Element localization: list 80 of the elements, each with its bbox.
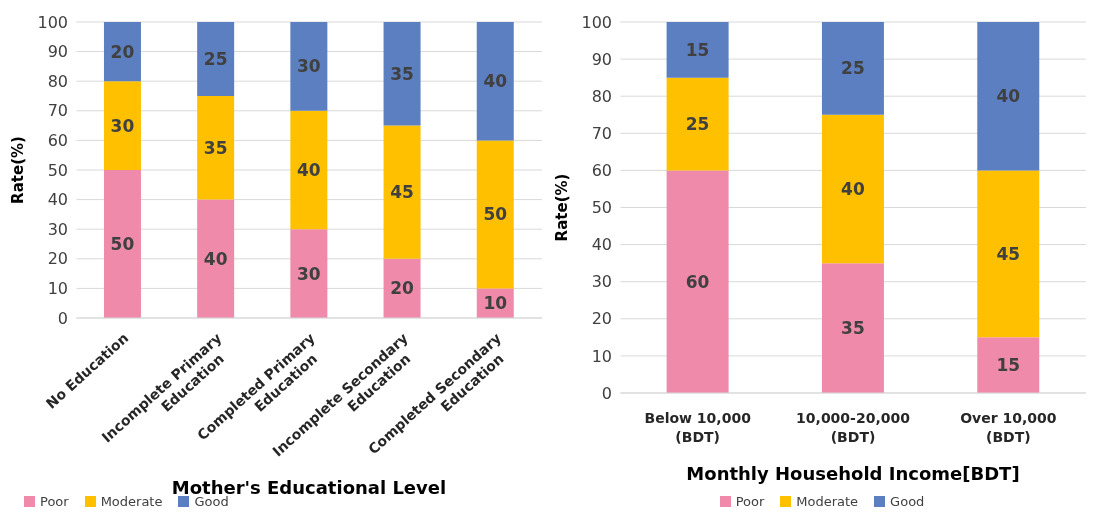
bar xyxy=(103,170,141,318)
data-label: 20 xyxy=(110,41,135,62)
bar xyxy=(666,77,729,171)
bar xyxy=(666,22,729,78)
y-tick-label: 20 xyxy=(47,249,68,269)
data-label: 35 xyxy=(390,63,414,84)
data-label: 40 xyxy=(203,248,228,269)
data-label: 35 xyxy=(841,318,865,339)
legend-label: Moderate xyxy=(796,494,859,509)
bar xyxy=(476,22,514,141)
bar xyxy=(977,337,1040,393)
legend-label: Good xyxy=(890,494,925,509)
y-tick-label: 90 xyxy=(47,42,68,62)
data-label: 60 xyxy=(685,271,710,292)
y-tick-label: 80 xyxy=(47,71,68,91)
bar xyxy=(103,22,141,82)
bar xyxy=(290,22,328,111)
bar xyxy=(103,81,141,170)
y-tick-label: 30 xyxy=(47,219,68,239)
data-label: 30 xyxy=(297,263,321,284)
data-label: 45 xyxy=(390,182,414,203)
bar xyxy=(383,22,421,126)
data-label: 35 xyxy=(203,137,228,158)
y-tick-label: 60 xyxy=(591,161,612,181)
data-label: 25 xyxy=(841,58,865,79)
y-tick-label: 70 xyxy=(47,101,68,121)
x-tick-label: 10,000-20,000 (BDT) xyxy=(796,410,911,445)
legend-label: Poor xyxy=(735,494,765,509)
bar xyxy=(666,170,729,393)
bar xyxy=(290,229,328,318)
data-label: 30 xyxy=(297,56,321,77)
y-tick-label: 40 xyxy=(591,235,612,255)
x-tick-label: Over 10,000 (BDT) xyxy=(960,410,1057,445)
data-label: 40 xyxy=(297,160,321,181)
bar xyxy=(197,22,235,96)
data-label: 30 xyxy=(110,115,135,136)
y-tick-label: 40 xyxy=(47,190,68,210)
bar xyxy=(821,263,884,393)
bar xyxy=(290,110,328,230)
bar xyxy=(821,114,884,264)
data-label: 40 xyxy=(996,86,1021,107)
bar xyxy=(197,199,235,318)
legend-label: Good xyxy=(194,494,229,509)
data-label: 25 xyxy=(685,114,710,135)
data-label: 40 xyxy=(483,71,508,92)
y-tick-label: 50 xyxy=(591,198,612,218)
y-tick-label: 70 xyxy=(591,123,612,143)
y-tick-label: 0 xyxy=(601,383,612,403)
y-tick-label: 0 xyxy=(57,308,68,328)
data-label: 15 xyxy=(996,355,1021,376)
y-tick-label: 10 xyxy=(47,279,68,299)
bar xyxy=(476,140,514,289)
y-tick-label: 100 xyxy=(37,12,68,32)
bar xyxy=(977,22,1040,171)
y-tick-label: 80 xyxy=(591,86,612,106)
legend-label: Moderate xyxy=(100,494,163,509)
data-label: 10 xyxy=(483,293,508,314)
data-label: 15 xyxy=(685,39,710,60)
bar xyxy=(977,170,1040,338)
bar xyxy=(197,96,235,200)
y-tick-label: 60 xyxy=(47,131,68,151)
legend-label: Poor xyxy=(40,494,69,509)
y-tick-label: 100 xyxy=(581,12,612,32)
y-axis-title: Rate(%) xyxy=(9,136,28,204)
bar xyxy=(821,22,884,115)
data-label: 20 xyxy=(390,278,415,299)
y-tick-label: 90 xyxy=(591,49,612,69)
y-tick-label: 30 xyxy=(591,272,612,292)
y-axis-title: Rate(%) xyxy=(553,173,572,242)
data-label: 40 xyxy=(841,178,865,199)
y-tick-label: 10 xyxy=(591,346,612,366)
y-tick-label: 50 xyxy=(47,160,68,180)
y-tick-label: 20 xyxy=(591,309,612,329)
data-label: 45 xyxy=(996,243,1021,264)
bar xyxy=(383,125,421,259)
data-label: 50 xyxy=(483,204,508,225)
x-tick-label: Below 10,000 (BDT) xyxy=(644,410,752,445)
x-axis-title: Monthly Household Income[BDT] xyxy=(686,463,1020,484)
data-label: 50 xyxy=(110,234,135,255)
data-label: 25 xyxy=(203,49,228,70)
